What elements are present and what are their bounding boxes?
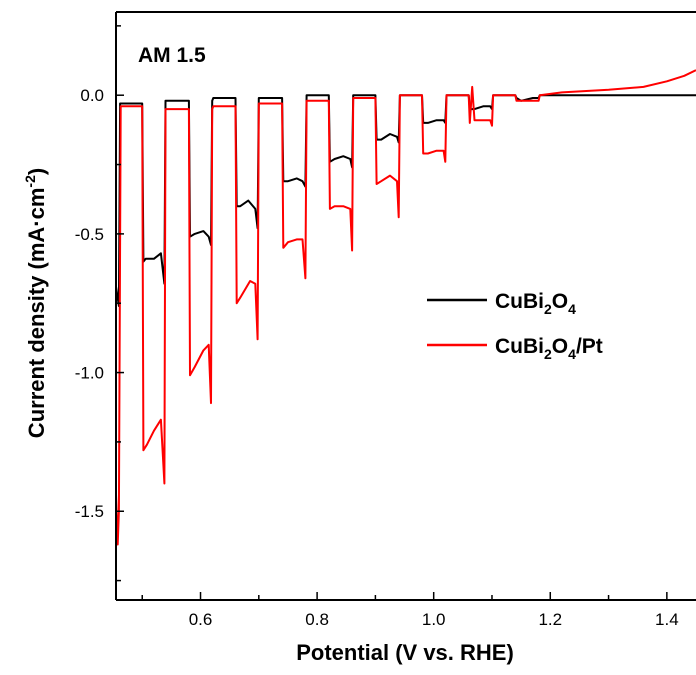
x-tick-label: 1.0	[422, 610, 446, 629]
series-layer	[116, 69, 696, 546]
y-tick-label: 0.0	[80, 86, 104, 105]
legend-label-cubi2o4: CuBi2O4	[495, 290, 576, 317]
y-axis-title: Current density (mA·cm-2)	[22, 168, 49, 438]
x-tick-label: 1.2	[538, 610, 562, 629]
annotation-label: AM 1.5	[138, 44, 206, 67]
x-axis-title: Potential (V vs. RHE)	[296, 640, 514, 665]
legend: CuBi2O4 CuBi2O4/Pt	[427, 290, 603, 362]
y-tick-label: -0.5	[75, 225, 104, 244]
legend-label-cubi2o4-pt: CuBi2O4/Pt	[495, 335, 603, 362]
axis-layer: 0.0 -0.5 -1.0 -1.5 0.6 0.8 1.0 1.2 1.4	[75, 11, 696, 629]
series-line-cubi2o4-pt	[116, 69, 696, 546]
x-tick-label: 1.4	[655, 610, 679, 629]
x-tick-label: 0.8	[305, 610, 329, 629]
y-tick-label: -1.0	[75, 364, 104, 383]
y-tick-label: -1.5	[75, 502, 104, 521]
series-line-cubi2o4	[116, 94, 696, 307]
x-tick-label: 0.6	[189, 610, 213, 629]
